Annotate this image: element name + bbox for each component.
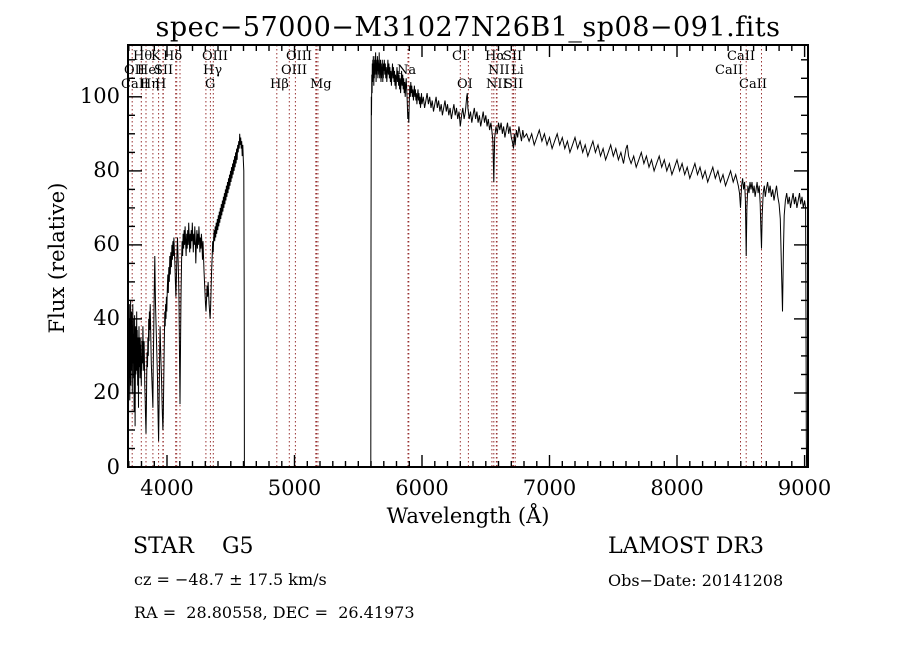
spectrum-red-arm bbox=[370, 52, 808, 468]
y-tick-label: 20 bbox=[93, 380, 120, 405]
line-label-na: Na bbox=[397, 63, 417, 78]
line-label-ci: CI bbox=[452, 49, 468, 64]
x-tick-label: 5000 bbox=[267, 476, 322, 500]
y-tick-label: 60 bbox=[93, 232, 120, 257]
y-tick-label: 100 bbox=[79, 84, 120, 109]
line-label-sii: SII bbox=[154, 63, 174, 78]
line-label-oiii: OIII bbox=[202, 49, 229, 64]
cz-value: cz = −48.7 ± 17.5 km/s bbox=[134, 570, 327, 589]
line-label-oiii: OIII bbox=[286, 49, 313, 64]
line-label-nii: NII bbox=[486, 77, 508, 92]
object-class-label: STAR G5 bbox=[133, 534, 254, 559]
x-tick-label: 8000 bbox=[650, 476, 704, 500]
line-label-nii: NII bbox=[488, 63, 510, 78]
line-label-hγ: Hγ bbox=[203, 63, 223, 78]
line-label-k: K bbox=[151, 49, 161, 64]
survey-label: LAMOST DR3 bbox=[608, 534, 764, 559]
line-label-sii: SII bbox=[504, 77, 524, 92]
line-label-hδ: Hδ bbox=[163, 49, 183, 64]
line-label-hθ: Hθ bbox=[133, 49, 153, 64]
ra-dec-value: RA = 28.80558, DEC = 26.41973 bbox=[134, 603, 415, 622]
spectrum-blue-arm bbox=[127, 133, 245, 468]
line-label-caii: CaII bbox=[121, 77, 149, 92]
line-label-caii: CaII bbox=[727, 49, 755, 64]
line-label-h: H bbox=[155, 77, 167, 92]
y-axis-label: Flux (relative) bbox=[45, 182, 69, 334]
line-label-oiii: OIII bbox=[281, 63, 308, 78]
line-label-caii: CaII bbox=[739, 77, 767, 92]
y-tick-label: 40 bbox=[93, 306, 120, 331]
line-label-hβ: Hβ bbox=[270, 77, 289, 92]
y-tick-label: 0 bbox=[106, 454, 120, 479]
line-label-mg: Mg bbox=[310, 77, 332, 92]
line-label-oi: OI bbox=[457, 77, 473, 92]
plot-title: spec−57000−M31027N26B1_sp08−091.fits bbox=[155, 12, 781, 43]
line-label-sii: SII bbox=[503, 49, 523, 64]
line-label-caii: CaII bbox=[715, 63, 743, 78]
y-tick-label: 80 bbox=[93, 158, 120, 183]
x-tick-label: 7000 bbox=[522, 476, 577, 500]
x-tick-label: 9000 bbox=[777, 476, 832, 500]
plot-frame bbox=[127, 44, 809, 468]
obs-date: Obs−Date: 20141208 bbox=[608, 571, 784, 590]
line-label-li: Li bbox=[511, 63, 524, 78]
x-tick-label: 4000 bbox=[140, 476, 194, 500]
line-label-hα: Hα bbox=[485, 49, 506, 64]
x-tick-label: 6000 bbox=[395, 476, 449, 500]
x-axis-label: Wavelength (Å) bbox=[386, 504, 550, 528]
line-label-hη: Hη bbox=[140, 77, 160, 92]
line-label-hei: HeI bbox=[137, 63, 162, 78]
line-label-g: G bbox=[205, 77, 216, 92]
line-label-oii: OII bbox=[124, 63, 145, 78]
